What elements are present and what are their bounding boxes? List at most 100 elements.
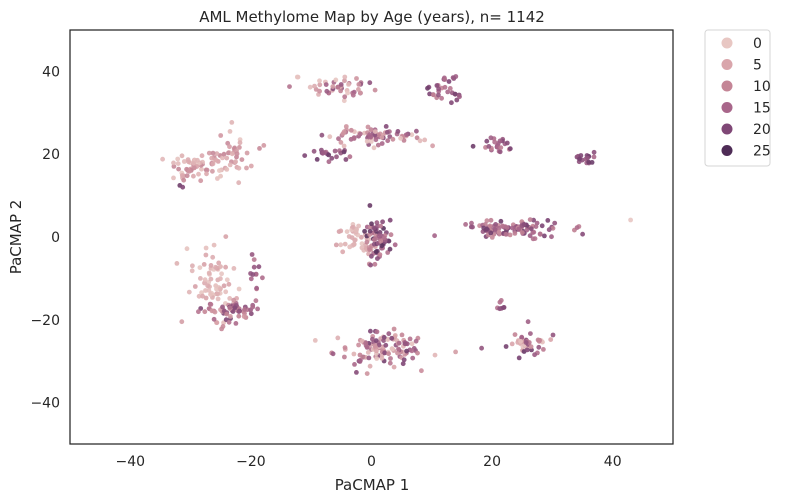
scatter-point [202,277,208,283]
scatter-point [330,84,336,89]
scatter-point [417,138,423,144]
chart-title: AML Methylome Map by Age (years), n= 114… [199,8,545,26]
scatter-point [380,219,385,225]
scatter-point [342,74,348,80]
scatter-point [206,150,212,156]
scatter-point [227,162,233,168]
scatter-point [231,266,237,271]
scatter-point [414,128,419,134]
scatter-point [338,82,344,87]
scatter-point [488,230,494,236]
scatter-point [312,83,317,89]
y-tick-label: −20 [30,313,60,329]
scatter-point [350,92,356,98]
legend-label: 10 [753,79,771,95]
scatter-point [487,223,493,229]
scatter-point [539,223,545,229]
scatter-point [228,314,233,319]
scatter-point [484,218,490,224]
scatter-point [525,319,531,325]
scatter-point [483,222,488,227]
scatter-point [326,159,332,165]
scatter-point [410,355,416,361]
scatter-point [248,311,254,317]
scatter-point [210,150,216,156]
scatter-point [520,344,526,349]
scatter-point [189,268,195,274]
scatter-point [224,167,230,172]
scatter-point [392,333,398,338]
scatter-point [432,352,438,358]
scatter-point [368,134,373,140]
scatter-point [500,223,505,229]
scatter-point [389,335,395,341]
scatter-point [186,289,192,295]
scatter-point [385,138,391,144]
scatter-point [376,342,382,348]
scatter-point [520,230,525,236]
scatter-point [250,272,256,277]
scatter-point [211,316,217,322]
scatter-point [386,351,391,357]
scatter-point [334,154,339,160]
scatter-point [574,225,580,231]
scatter-point [344,229,350,235]
scatter-point [302,153,308,159]
scatter-point [372,87,378,93]
scatter-point [232,305,238,311]
x-axis-ticks: −40 −20 0 20 40 [116,454,622,470]
y-axis-label: PaCMAP 2 [7,200,25,275]
scatter-point [372,132,378,138]
scatter-point [229,120,235,125]
scatter-point [314,157,320,162]
scatter-point [360,354,366,360]
scatter-point [191,160,196,166]
scatter-point [368,139,374,144]
scatter-point [550,225,556,231]
scatter-point [498,145,504,151]
legend-marker [721,59,733,70]
scatter-point [198,276,203,281]
scatter-point [217,168,222,174]
scatter-point [324,88,330,94]
scatter-point [224,311,230,317]
legend-items: 0 5 10 15 20 25 [721,36,771,160]
scatter-point [343,157,349,162]
scatter-point [218,276,223,282]
scatter-point [234,151,240,157]
scatter-point [512,231,518,236]
scatter-point [236,165,242,171]
scatter-point [236,313,242,319]
scatter-point [233,321,239,326]
scatter-point [342,241,348,247]
scatter-point [254,285,259,291]
scatter-point [203,288,208,293]
scatter-point [215,296,221,302]
scatter-point [312,338,318,343]
scatter-point [382,350,388,356]
scatter-point [190,263,195,269]
scatter-point [260,275,265,281]
scatter-point [488,217,494,223]
scatter-point [484,138,490,144]
scatter-point [352,362,357,367]
scatter-point [498,218,504,224]
scatter-point [371,225,377,231]
scatter-point [432,233,437,239]
scatter-point [391,326,397,332]
scatter-point [219,326,225,332]
scatter-point [196,309,201,315]
scatter-point [320,150,326,156]
scatter-point [493,222,498,227]
scatter-point [333,77,339,83]
scatter-point [255,306,260,312]
scatter-point [248,276,254,282]
scatter-point [366,355,372,361]
scatter-point [537,231,543,237]
scatter-point [548,337,554,342]
scatter-point [486,144,492,149]
scatter-point [496,225,502,231]
scatter-point [307,84,313,90]
points-layer [160,74,633,376]
scatter-point [203,252,209,258]
